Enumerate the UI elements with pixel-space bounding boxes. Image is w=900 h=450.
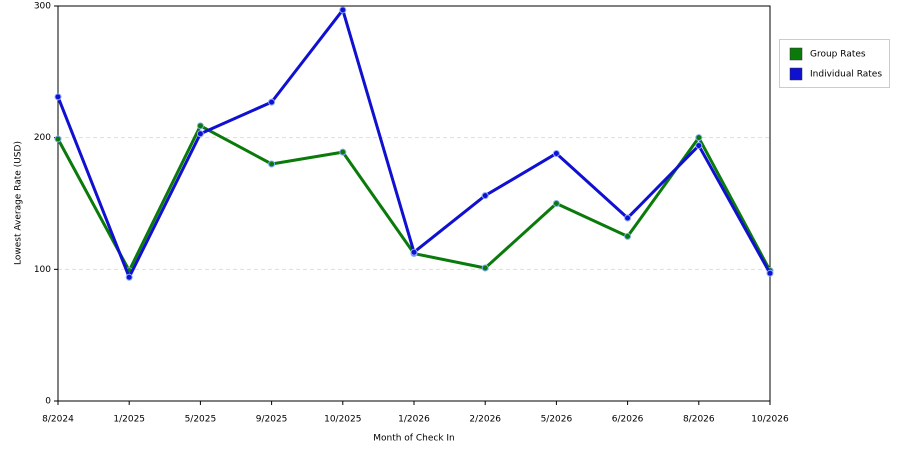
x-tick-label: 9/2025 xyxy=(256,415,288,425)
point xyxy=(481,192,489,200)
x-tick-label: 6/2026 xyxy=(612,415,644,425)
x-tick-label: 1/2026 xyxy=(398,415,430,425)
point xyxy=(624,214,632,222)
point xyxy=(410,248,418,256)
y-tick-label: 300 xyxy=(34,2,51,12)
point xyxy=(268,160,276,168)
point xyxy=(268,98,276,106)
point xyxy=(339,148,347,156)
x-tick-label: 1/2025 xyxy=(113,415,145,425)
point xyxy=(481,264,489,272)
x-axis-label: Month of Check In xyxy=(373,434,455,444)
legend-swatch xyxy=(789,47,803,61)
point xyxy=(624,232,632,240)
point xyxy=(196,122,204,130)
x-tick-label: 5/2026 xyxy=(541,415,573,425)
point xyxy=(695,142,703,150)
point xyxy=(196,130,204,138)
x-tick-label: 10/2025 xyxy=(324,415,361,425)
legend-swatch xyxy=(789,67,803,81)
x-tick-label: 2/2026 xyxy=(469,415,501,425)
x-tick-label: 8/2024 xyxy=(42,415,74,425)
point xyxy=(339,6,347,14)
point xyxy=(695,134,703,142)
y-tick-label: 200 xyxy=(34,133,51,143)
y-axis-label: Lowest Average Rate (USD) xyxy=(14,141,24,265)
point xyxy=(54,135,62,143)
point xyxy=(552,200,560,207)
point xyxy=(766,269,774,277)
legend-label: Individual Rates xyxy=(810,70,882,80)
x-tick-label: 5/2025 xyxy=(185,415,217,425)
point xyxy=(54,93,62,101)
x-tick-label: 10/2026 xyxy=(751,415,789,425)
point xyxy=(125,273,133,281)
legend-box xyxy=(779,39,890,88)
x-tick-label: 8/2026 xyxy=(683,415,715,425)
y-tick-label: 0 xyxy=(45,397,51,407)
point xyxy=(552,149,560,157)
y-tick-label: 100 xyxy=(34,265,51,275)
legend-label: Group Rates xyxy=(810,50,866,60)
series-line xyxy=(56,8,772,279)
